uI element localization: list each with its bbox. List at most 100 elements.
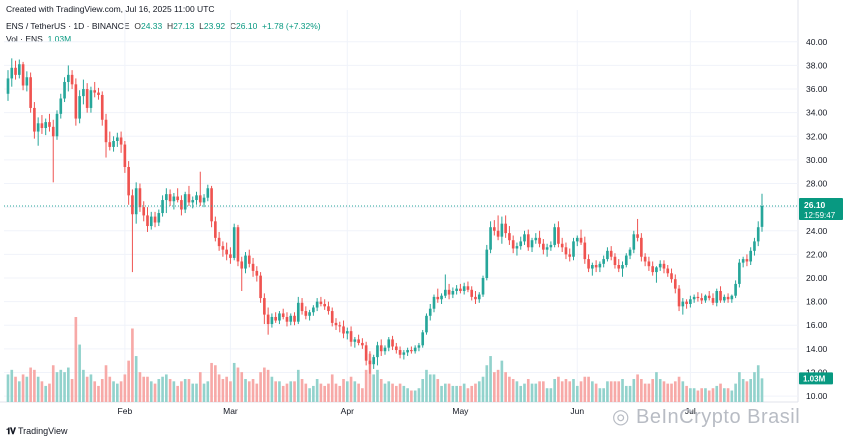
candle-body — [259, 275, 262, 299]
candle-body — [677, 288, 681, 307]
candle-body — [455, 288, 458, 291]
price-tick-label: 30.00 — [806, 155, 828, 165]
volume-bar — [508, 376, 511, 402]
volume-bar — [131, 328, 134, 402]
candle-body — [376, 345, 379, 358]
price-tick-label: 28.00 — [806, 179, 828, 189]
volume-bar — [485, 365, 489, 402]
candle-body — [217, 237, 221, 247]
candle-body — [89, 90, 93, 108]
volume-bar — [534, 383, 538, 402]
volume-bar — [165, 374, 168, 402]
candle-body — [462, 286, 466, 291]
candle-body — [394, 346, 398, 351]
volume-bar — [134, 356, 138, 402]
candle-body — [6, 78, 10, 94]
volume-bar — [572, 379, 575, 402]
volume-bar — [312, 385, 315, 402]
volume-bar — [651, 379, 654, 402]
candle-body — [14, 67, 17, 75]
candle-body — [180, 200, 183, 210]
volume-bar — [568, 381, 572, 402]
candle-body — [214, 221, 217, 238]
candle-body — [636, 234, 639, 238]
last-price-tag — [799, 197, 843, 220]
candle-body — [508, 233, 511, 241]
candle-body — [692, 296, 696, 300]
volume-bar — [670, 383, 673, 402]
volume-bar — [112, 381, 115, 402]
candle-body — [149, 216, 153, 227]
volume-bar — [172, 381, 176, 402]
time-tick-label: Feb — [118, 406, 133, 416]
volume-bar — [180, 381, 183, 402]
candle-body — [304, 311, 308, 316]
candle-body — [116, 137, 119, 142]
volume-bar — [304, 383, 308, 402]
candle-body — [719, 290, 722, 301]
volume-bar — [500, 360, 504, 402]
volume-bar — [319, 383, 323, 402]
candle-body — [756, 227, 760, 242]
candle-body — [165, 194, 168, 201]
volume-bar — [745, 381, 749, 402]
volume-bar — [263, 367, 266, 402]
candle-body — [232, 227, 236, 258]
candle-body — [278, 313, 281, 321]
volume-bar — [511, 379, 515, 402]
price-tick-label: 20.00 — [806, 273, 828, 283]
volume-bar — [549, 388, 553, 402]
candle-body — [560, 243, 564, 248]
last-price-value: 26.10 — [804, 200, 826, 210]
candle-body — [161, 200, 164, 214]
candle-body — [368, 360, 372, 365]
volume-bar — [519, 385, 523, 402]
candle-body — [534, 237, 538, 241]
volume-bar — [327, 383, 330, 402]
volume-bar — [523, 383, 526, 402]
candle-body — [504, 223, 507, 234]
candle-body — [515, 246, 519, 249]
change-value: +1.78 (+7.32%) — [262, 21, 321, 31]
candle-body — [647, 261, 651, 267]
watermark-text: BeInCrypto Brasil — [636, 406, 801, 428]
candle-body — [266, 314, 270, 325]
candle-body — [78, 96, 81, 119]
ohlc-legend: ENS / TetherUS · 1D · BINANCE O24.33 H27… — [6, 21, 321, 31]
candle-body — [157, 213, 161, 223]
candle-body — [696, 296, 700, 299]
candle-body — [447, 289, 451, 295]
volume-bar — [459, 385, 462, 402]
candle-body — [598, 263, 602, 268]
volume-bar — [372, 374, 376, 402]
candle-body — [711, 298, 715, 303]
candle-body — [134, 188, 138, 215]
candle-body — [172, 196, 176, 202]
candle-body — [474, 296, 477, 300]
tradingview-brand[interactable]: 𝟏𝐕 TradingView — [6, 426, 68, 437]
volume-bar — [157, 379, 161, 402]
volume-bar — [308, 388, 311, 402]
candle-body — [379, 345, 383, 352]
candle-body — [74, 84, 78, 119]
candle-body — [579, 237, 583, 243]
volume-bar — [387, 381, 391, 402]
price-tick-label: 10.00 — [806, 391, 828, 401]
volume-bar — [738, 372, 741, 402]
volume-bar — [240, 372, 244, 402]
candle-body — [263, 298, 266, 315]
volume-bar — [530, 383, 534, 402]
time-tick-label: Jul — [685, 406, 696, 416]
price-tick-label: 36.00 — [806, 84, 828, 94]
volume-bar — [734, 383, 737, 402]
candle-body — [481, 278, 485, 295]
volume-bar — [496, 369, 500, 402]
candle-body — [198, 195, 202, 203]
candle-body — [587, 259, 590, 269]
volume-bar — [36, 376, 40, 402]
volume-bar — [730, 390, 734, 402]
volume-bar — [560, 381, 564, 402]
candle-body — [127, 166, 130, 196]
volume-value: 1.03M — [47, 34, 72, 44]
